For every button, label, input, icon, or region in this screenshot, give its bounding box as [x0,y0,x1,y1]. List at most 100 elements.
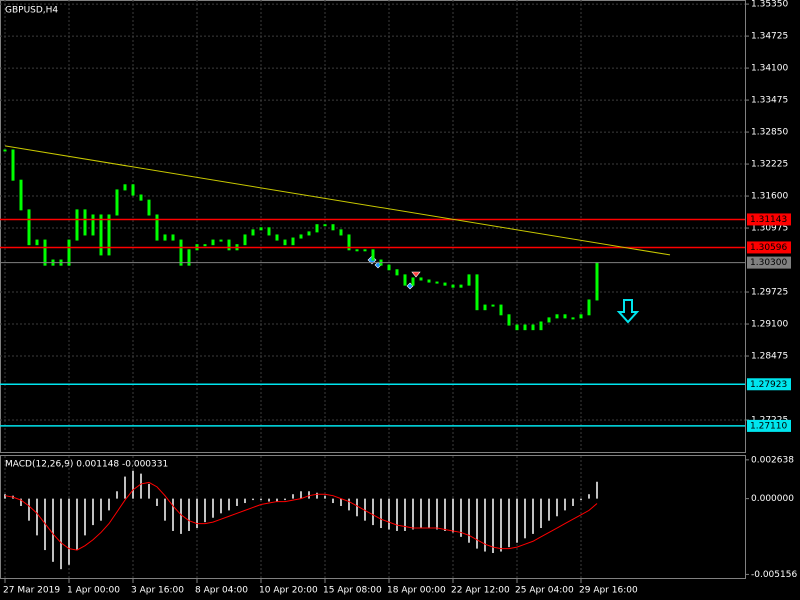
macd-bar [500,498,502,552]
candle [299,234,303,239]
candle [403,274,407,286]
candle [411,277,415,286]
macd-bar [100,498,102,521]
y-tick-label: -0.005156 [751,570,797,580]
macd-bar [284,498,286,501]
macd-bar [572,498,574,506]
candle [43,239,47,266]
macd-bar [76,498,78,551]
macd-bar [412,498,414,530]
candle [27,209,31,246]
candle [331,224,335,231]
macd-bar [148,483,150,499]
candle [219,239,223,242]
signal-line [4,481,598,551]
macd-bar [340,498,342,506]
level-label-box [747,241,791,254]
macd-bar [324,495,326,499]
candle [555,314,559,319]
macd-bar [300,491,302,499]
candle [67,239,71,266]
macd-bar [492,498,494,554]
candle [571,317,575,320]
macd-bar [196,498,198,529]
y-tick-label: 1.28475 [751,352,788,362]
macd-bar [460,498,462,537]
macd-bar [244,498,246,504]
candle [315,224,319,233]
candle [139,194,143,201]
candle [419,277,423,281]
candle [259,227,263,231]
macd-bar [68,498,70,565]
y-tick-label: 1.29100 [751,320,788,330]
candle [435,281,439,284]
x-tick-label: 27 Mar 2019 [3,586,60,596]
candle [11,149,15,181]
candle [395,269,399,276]
y-tick-label: 0.000000 [751,494,794,504]
candle [563,314,567,319]
x-tick-label: 1 Apr 00:00 [67,586,120,596]
trade-marker-sell [411,271,421,278]
candle [483,304,487,311]
level-label-box [747,213,791,226]
macd-bar [228,498,230,511]
macd-bar [476,498,478,549]
candle [171,234,175,241]
candle [283,239,287,246]
y-tick-label: 1.32225 [751,160,788,170]
y-tick-label: 1.30975 [751,224,788,234]
level-label: 1.31143 [750,215,787,225]
candle [491,304,495,307]
macd-bar [420,498,422,529]
candle [507,314,511,326]
candle [547,317,551,323]
y-tick-label: 1.34100 [751,64,788,74]
candle [387,264,391,271]
macd-bar [580,498,582,501]
candle [339,229,343,236]
level-label: 1.27923 [750,380,787,390]
macd-bar [36,498,38,536]
level-label: 1.30300 [750,258,787,268]
macd-bar [172,498,174,531]
macd-bar [164,498,166,521]
macd-bar [524,498,526,539]
x-tick-label: 22 Apr 12:00 [451,586,510,596]
candle [371,249,375,261]
macd-bar [444,498,446,531]
candle [595,262,599,301]
candle [531,324,535,331]
candle [35,239,39,246]
macd-bar [180,498,182,534]
macd-bar [132,470,134,499]
macd-bar [556,498,558,517]
candle [427,279,431,283]
candle [275,234,279,241]
candle [515,324,519,331]
macd-bar [252,498,254,501]
macd-bar [260,498,262,501]
y-tick-label: 1.29725 [751,288,788,298]
candle [523,324,527,331]
macd-bar [452,498,454,533]
price-panel-frame [0,0,746,453]
candle [243,234,247,246]
x-tick-label: 29 Apr 16:00 [579,586,638,596]
candle [211,239,215,246]
macd-bar [308,491,310,499]
candle [267,227,271,236]
trendline [4,145,671,256]
x-tick-label: 3 Apr 16:00 [131,586,184,596]
chart-title: GBPUSD,H4 [5,6,58,16]
macd-bar [108,498,110,511]
y-tick-label: 1.32850 [751,128,788,138]
candle [187,249,191,266]
candle [307,231,311,236]
macd-bar [204,498,206,523]
candle [587,299,591,316]
candle [163,234,167,241]
